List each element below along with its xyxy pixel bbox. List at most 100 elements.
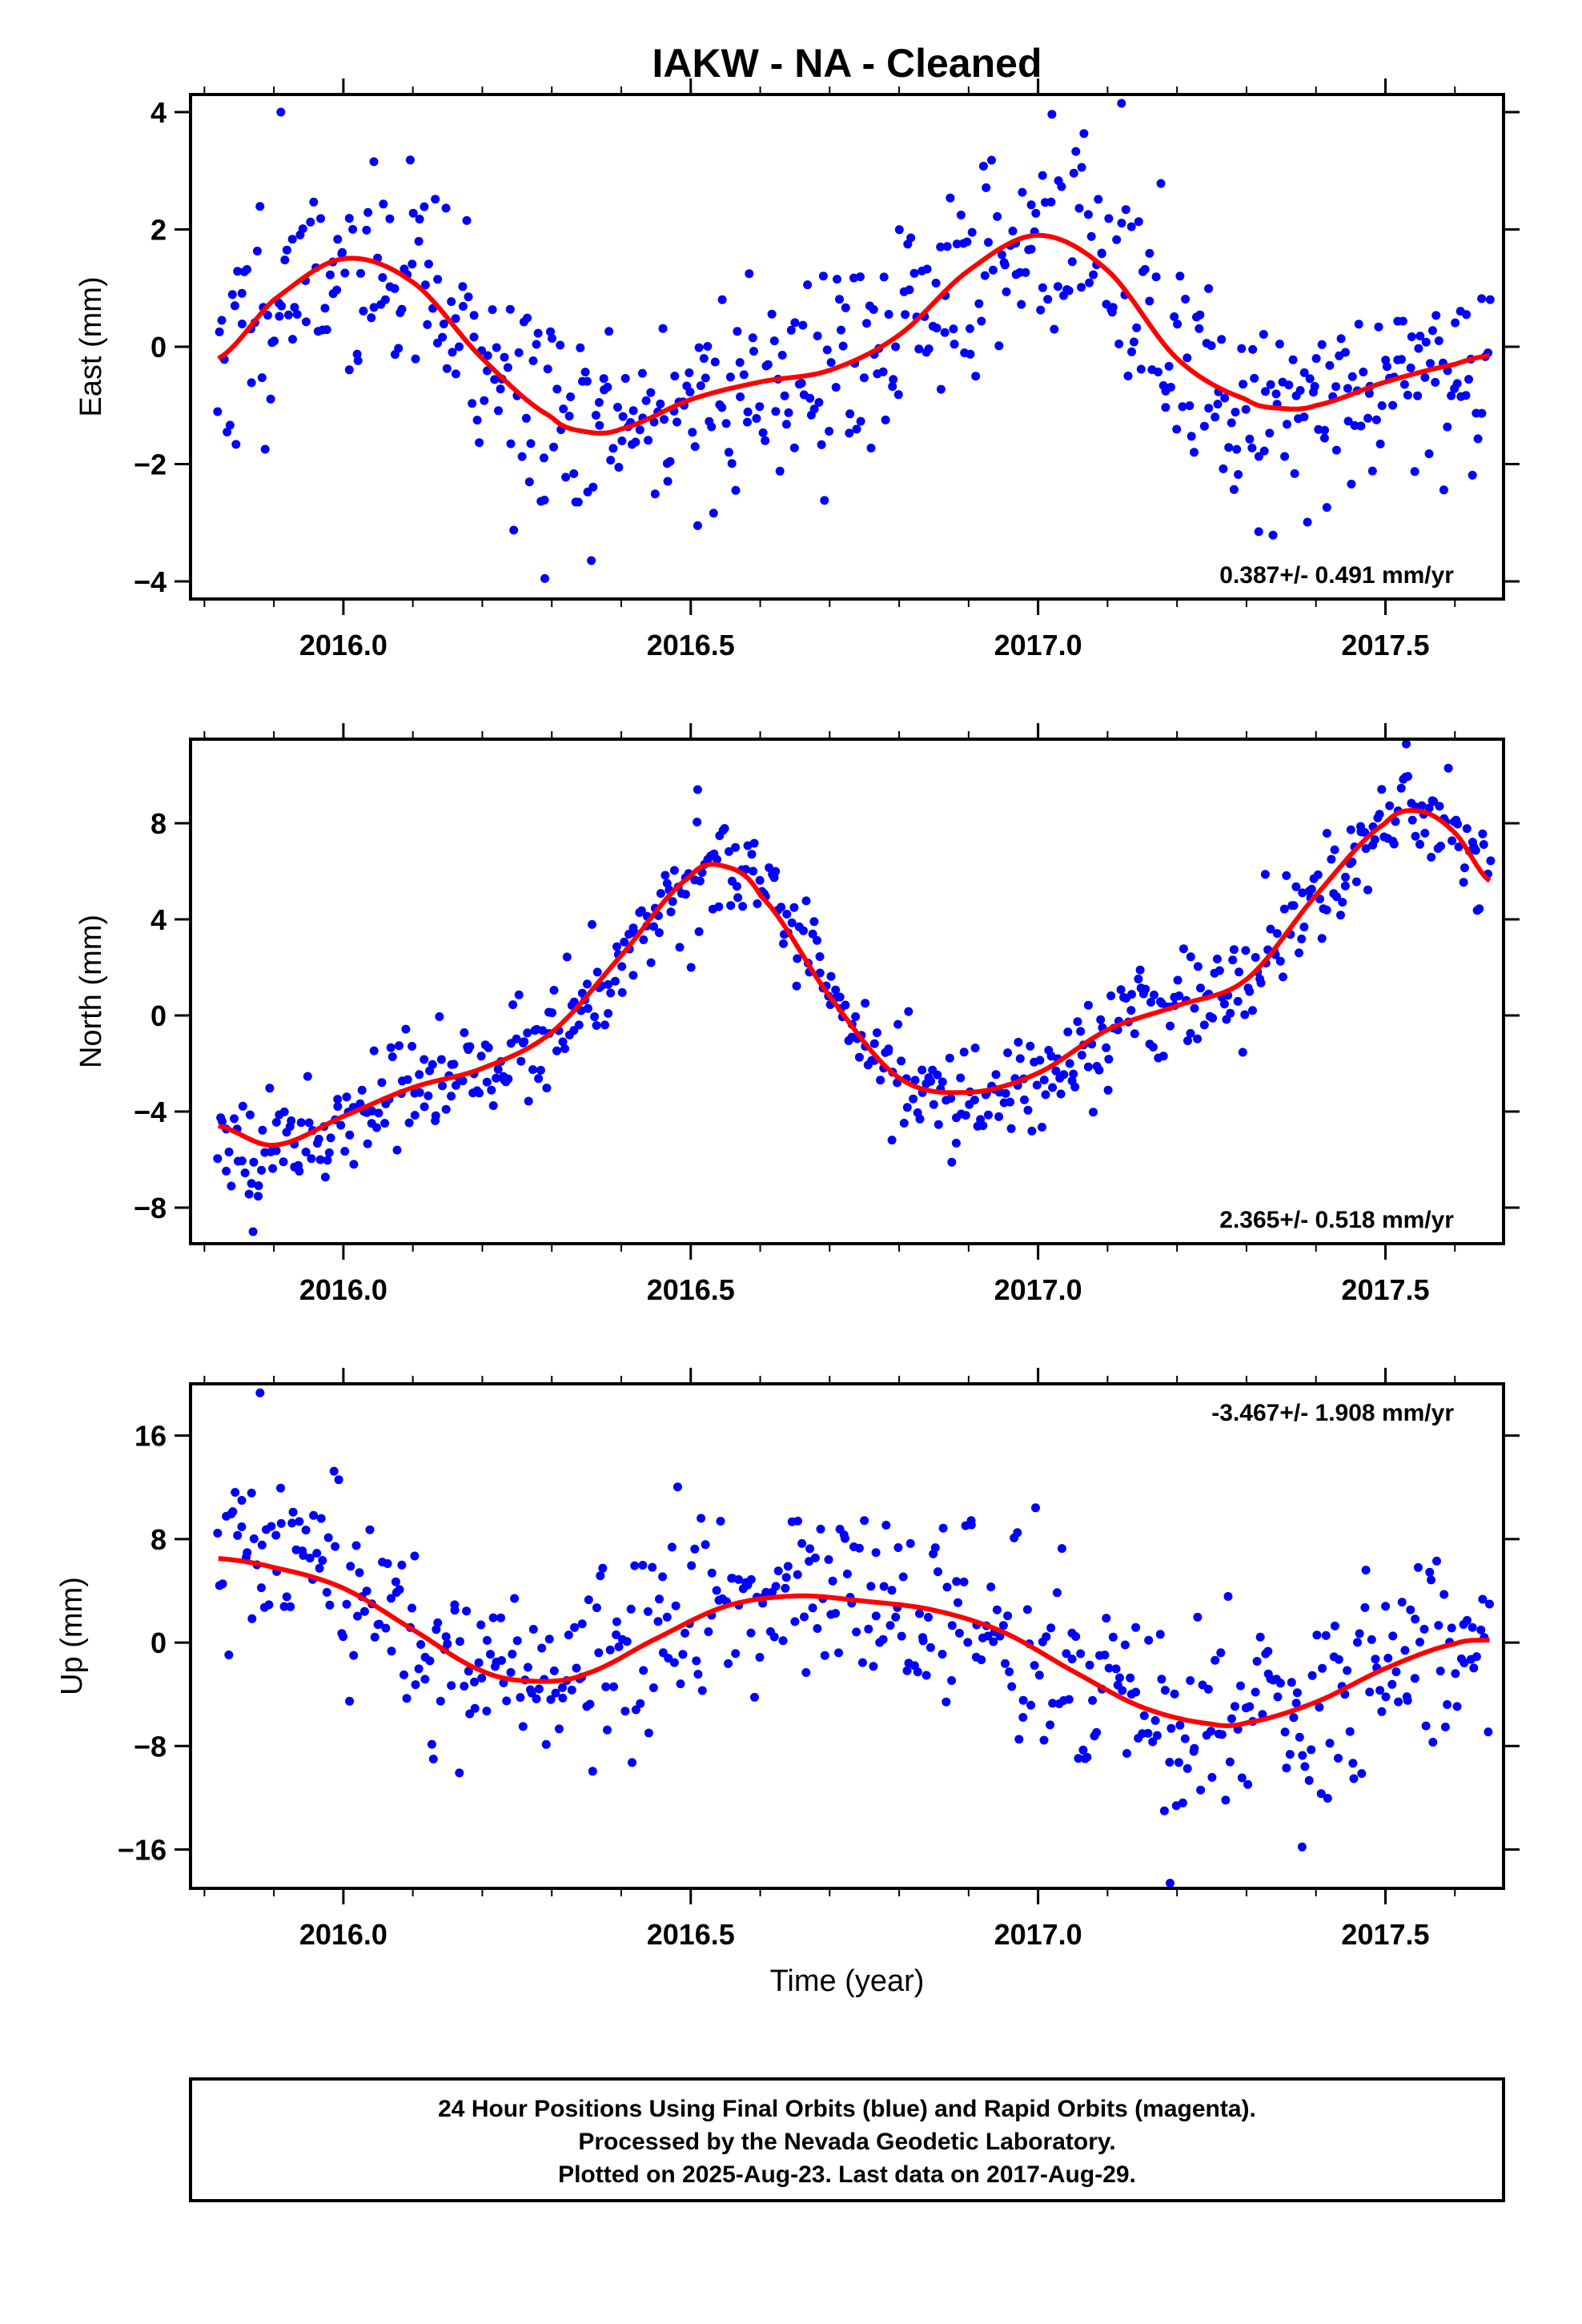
east-point (987, 155, 996, 165)
north-point (869, 1039, 879, 1048)
east-point (845, 428, 854, 438)
up-point (1048, 1699, 1058, 1708)
north-point (1370, 835, 1379, 844)
east-point (798, 320, 808, 330)
east-point (1123, 372, 1133, 380)
up-point (947, 1621, 957, 1630)
east-point (276, 107, 286, 117)
up-point (1223, 1592, 1233, 1601)
east-point (1220, 393, 1230, 403)
east-point (1047, 110, 1057, 119)
east-point (1154, 368, 1162, 376)
east-point (826, 358, 836, 368)
up-point (546, 1695, 556, 1704)
north-point (1069, 1069, 1078, 1079)
east-point (524, 477, 534, 487)
up-point (1353, 1638, 1362, 1647)
up-point (287, 1518, 297, 1528)
up-point (295, 1517, 304, 1526)
east-y-tick-label: −4 (134, 565, 167, 598)
north-point (345, 1130, 355, 1140)
up-y-tick-label: 16 (135, 1420, 167, 1453)
east-point (496, 384, 505, 394)
east-point (628, 406, 638, 416)
east-point (1447, 391, 1456, 400)
east-point (771, 407, 781, 416)
east-point (340, 268, 350, 278)
east-point (707, 422, 717, 432)
up-point (1252, 1657, 1262, 1666)
up-point (857, 1658, 867, 1667)
east-point (745, 269, 754, 279)
east-point (769, 336, 779, 346)
east-point (1317, 340, 1327, 349)
up-point (257, 1540, 267, 1550)
east-point (1427, 326, 1437, 336)
north-point (254, 1192, 263, 1201)
north-point (271, 1146, 281, 1156)
up-point (840, 1534, 849, 1543)
east-point (1265, 428, 1275, 438)
up-point (1166, 1879, 1174, 1888)
east-point (637, 368, 647, 378)
north-point (1226, 1008, 1235, 1018)
caption-line-3: Plotted on 2025-Aug-23. Last data on 201… (558, 2161, 1136, 2188)
up-frame (189, 1382, 1505, 1890)
east-point (275, 312, 284, 321)
north-point (1347, 857, 1357, 866)
east-point (781, 420, 791, 429)
east-point (517, 452, 527, 461)
north-point (1215, 966, 1224, 975)
north-point (1279, 972, 1287, 982)
north-point (1478, 829, 1488, 838)
east-point (618, 412, 628, 421)
east-point (1239, 380, 1248, 389)
north-point (1453, 819, 1463, 829)
north-point (801, 896, 811, 906)
east-point (699, 354, 709, 364)
east-point (587, 556, 596, 565)
north-point (254, 1181, 263, 1191)
up-point (1434, 1621, 1443, 1630)
east-point (1424, 449, 1434, 459)
east-point (690, 442, 700, 452)
north-point (904, 1007, 913, 1016)
up-point (1157, 1675, 1166, 1684)
east-point (1254, 527, 1263, 537)
north-point (749, 838, 759, 848)
up-point (1193, 1612, 1203, 1622)
east-point (1247, 443, 1257, 452)
up-point (678, 1650, 688, 1659)
up-point (626, 1604, 636, 1614)
east-point (743, 407, 753, 416)
north-point (777, 903, 786, 912)
up-point (237, 1522, 247, 1531)
north-point (592, 967, 602, 977)
north-point (224, 1148, 234, 1156)
up-point (1295, 1732, 1304, 1742)
east-point (1245, 434, 1255, 444)
up-point (1421, 1721, 1431, 1731)
north-point (1289, 901, 1299, 911)
up-point (1067, 1655, 1077, 1664)
up-point (1085, 1660, 1094, 1670)
up-point (1367, 1634, 1376, 1644)
east-point (817, 440, 826, 449)
up-point (596, 1571, 605, 1581)
up-point (697, 1514, 706, 1523)
north-point (1282, 870, 1291, 880)
east-point (894, 225, 904, 235)
up-point (1435, 1667, 1445, 1676)
up-point (1042, 1632, 1051, 1642)
east-point (1426, 359, 1435, 368)
east-point (227, 290, 237, 300)
east-point (1443, 422, 1452, 432)
east-point (1190, 448, 1199, 457)
up-point (391, 1577, 400, 1586)
east-point (1219, 464, 1228, 473)
east-point (1161, 403, 1170, 412)
east-point (591, 411, 600, 420)
north-point (681, 890, 690, 899)
up-point (1419, 1624, 1429, 1634)
north-point (476, 1051, 486, 1061)
